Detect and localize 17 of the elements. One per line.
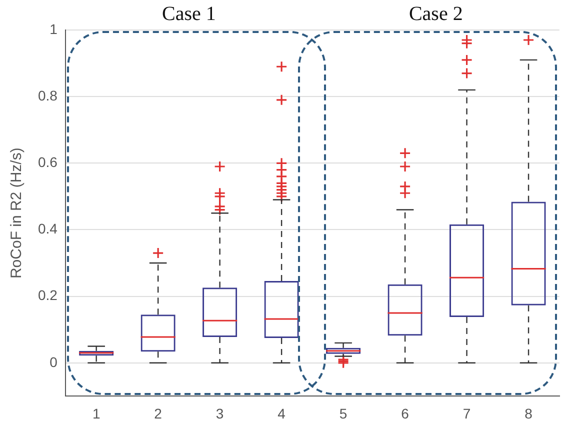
x-tick-label: 6 [401, 405, 410, 422]
x-tick-label: 5 [339, 405, 348, 422]
y-tick-label: 0.2 [38, 287, 58, 304]
y-tick-label: 0.8 [38, 87, 58, 104]
x-tick-label: 7 [462, 405, 471, 422]
x-tick-label: 4 [278, 405, 286, 422]
x-tick-label: 3 [216, 405, 224, 422]
y-tick-label: 0.4 [38, 220, 58, 237]
text: Case 2 [408, 3, 463, 26]
text: Case 1 [162, 3, 216, 26]
y-tick-label: 0.6 [38, 154, 58, 170]
y-tick-label: 1 [50, 20, 58, 37]
x-tick-label: 8 [524, 405, 533, 422]
y-axis-title: RoCoF in R2 (Hz/s) [8, 148, 26, 279]
y-tick-label: 0 [50, 354, 58, 370]
x-tick-label: 1 [92, 405, 100, 422]
x-tick-label: 2 [154, 405, 162, 422]
